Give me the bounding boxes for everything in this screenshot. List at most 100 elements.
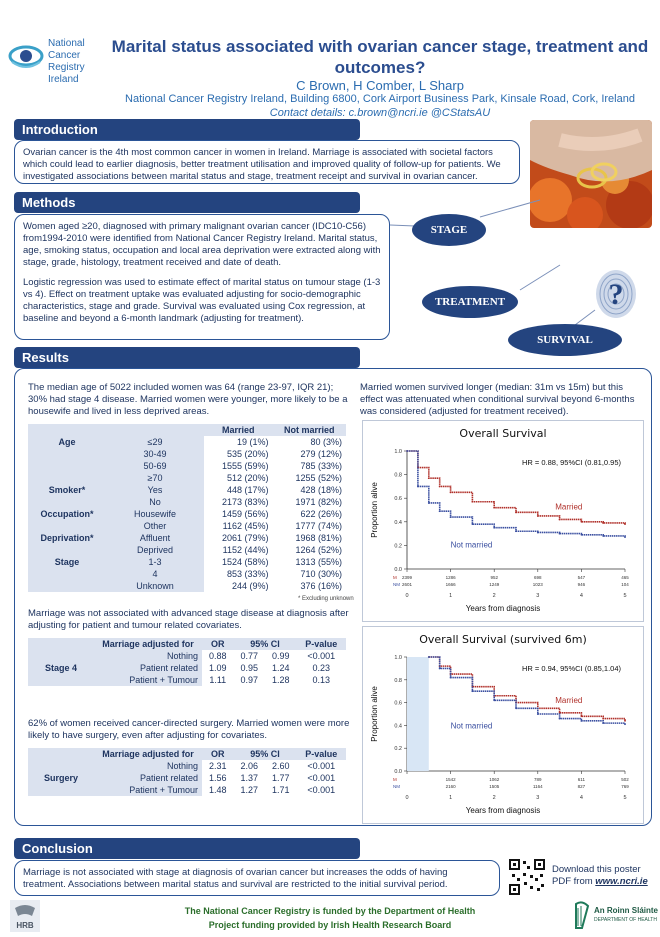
risk-count-not-married: 1249 [489,582,500,587]
km-point-married [493,506,496,509]
km-point-not-married [471,523,474,526]
col-adjusted: Marriage adjusted for [102,639,194,649]
x-tick-label: 5 [623,795,626,801]
chart-title: Overall Survival (survived 6m) [419,633,587,646]
km-curve-not-married [428,656,626,725]
cell-ci-upper: 0.99 [272,651,290,661]
poster-title: Marital status associated with ovarian c… [111,37,649,77]
footer-funding-2: Project funding provided by Irish Health… [208,920,452,930]
cell-ci-upper: 1.71 [272,785,290,795]
risk-row-label: M [393,575,397,580]
cell-not-married: 1264 (52%) [295,545,342,555]
risk-count-married: 1062 [489,777,500,782]
cell-not-married: 428 (18%) [300,485,342,495]
y-tick-label: 0.0 [394,769,402,775]
km-point-married [558,518,561,521]
cell-not-married: 710 (30%) [300,569,342,579]
risk-count-married: 1286 [446,575,457,580]
cell-ci-upper: 1.28 [272,675,290,685]
risk-count-not-married: 827 [578,784,586,789]
row-adjustment: Patient + Tumour [94,784,202,796]
hazard-ratio-annotation: HR = 0.88, 95%CI (0.81,0.95) [522,458,622,467]
cell-not-married: 1971 (82%) [295,497,342,507]
conclusion-heading: Conclusion [14,838,360,859]
cell-married: 853 (33%) [226,569,269,579]
row-category: 4 [106,568,204,580]
cell-pvalue: <0.001 [307,761,336,771]
row-adjustment: Nothing [94,650,202,662]
km-chart-overall: Overall Survival 0.0 0.2 0.4 0.6 0.8 1.0 0 1 2 3 4 5… [362,420,644,622]
km-point-not-married [536,531,539,534]
risk-count-married: 952 [490,575,498,580]
cell-not-married: 376 (16%) [300,581,342,591]
table-row: Patient + Tumour 1.11 0.97 1.28 0.13 [28,674,346,686]
risk-count-married: 547 [578,575,586,580]
table-row: Unknown 244 (9%) 376 (16%) [28,580,346,592]
cell-married: 1162 (45%) [222,521,269,531]
x-tick-label: 5 [623,593,626,599]
km-point-not-married [438,510,441,513]
km-point-married [515,511,517,514]
risk-count-married: 611 [578,777,586,782]
risk-count-married: 1542 [446,777,457,782]
table-row: Deprivation* Affluent 2061 (79%) 1968 (81%) [28,532,346,544]
series-label-married: Married [555,696,582,705]
km-chart-landmark: Overall Survival (survived 6m) 0.0 0.2 0.4 0… [362,626,644,824]
cell-pvalue: <0.001 [307,651,336,661]
x-tick-label: 1 [449,795,452,801]
table-row: No 2173 (83%) 1971 (82%) [28,496,346,508]
download-link[interactable]: www.ncri.ie [595,876,648,887]
x-tick-label: 0 [405,593,408,599]
col-married: Married [204,424,273,436]
risk-row-label: NM [393,784,400,789]
baseline-characteristics-table: Married Not married Age ≤29 19 (1%) 80 (3%)… [28,424,346,592]
km-point-not-married [493,526,496,529]
risk-count-not-married: 1164 [533,784,543,789]
x-tick-label: 4 [580,593,583,599]
km-point-not-married [427,502,430,504]
x-tick-label: 2 [493,593,496,599]
x-tick-label: 0 [405,795,408,801]
cell-or: 2.31 [208,761,227,771]
table-row: Stage 4 Nothing 0.88 0.77 0.99 <0.001 [28,650,346,686]
row-group: Smoker* [28,484,106,496]
cell-ci-lower: 0.77 [240,651,259,661]
cell-married: 1459 (56%) [221,509,269,519]
row-group [28,580,106,592]
x-tick-label: 3 [536,593,539,599]
stage-text: Marriage was not associated with advance… [28,608,349,631]
table-row: ≥70 512 (20%) 1255 (52%) [28,472,346,484]
cell-not-married: 785 (33%) [300,461,342,471]
survival-text: Married women survived longer (median: 3… [360,382,635,417]
y-tick-label: 0.8 [394,678,402,684]
row-category: 1-3 [106,556,204,568]
cell-married: 1152 (44%) [222,545,269,555]
table-row-label: Stage 4 [28,650,94,686]
contact-details: Contact details: c.brown@ncri.ie @CStats… [269,107,491,119]
treatment-oval: TREATMENT [422,286,518,318]
km-point-not-married [438,667,441,670]
table-row: Other 1162 (45%) 1777 (74%) [28,520,346,532]
table-row: Stage 1-3 1524 (58%) 1313 (55%) [28,556,346,568]
series-label-not-married: Not married [451,541,493,550]
authors: C Brown, H Comber, L Sharp [296,78,464,93]
cell-not-married: 1313 (55%) [295,557,342,567]
table-row: 30-49 535 (20%) 279 (12%) [28,448,346,460]
qr-code-icon[interactable] [508,858,546,896]
cell-married: 535 (20%) [226,449,269,459]
risk-count-not-married: 1023 [533,582,544,587]
row-group [28,448,106,460]
cell-pvalue: <0.001 [307,773,336,783]
survival-oval: SURVIVAL [508,324,622,356]
km-point-not-married [515,530,517,533]
row-group [28,460,106,472]
km-point-not-married [580,719,583,722]
table-row: Age ≤29 19 (1%) 80 (3%) [28,436,346,448]
y-tick-label: 0.6 [394,496,402,502]
download-text: Download this poster PDF from [552,864,641,887]
km-point-not-married [558,532,561,535]
row-category: ≤29 [106,436,204,448]
y-tick-label: 1.0 [394,449,402,455]
row-group [28,544,106,556]
km-point-not-married [515,707,517,710]
